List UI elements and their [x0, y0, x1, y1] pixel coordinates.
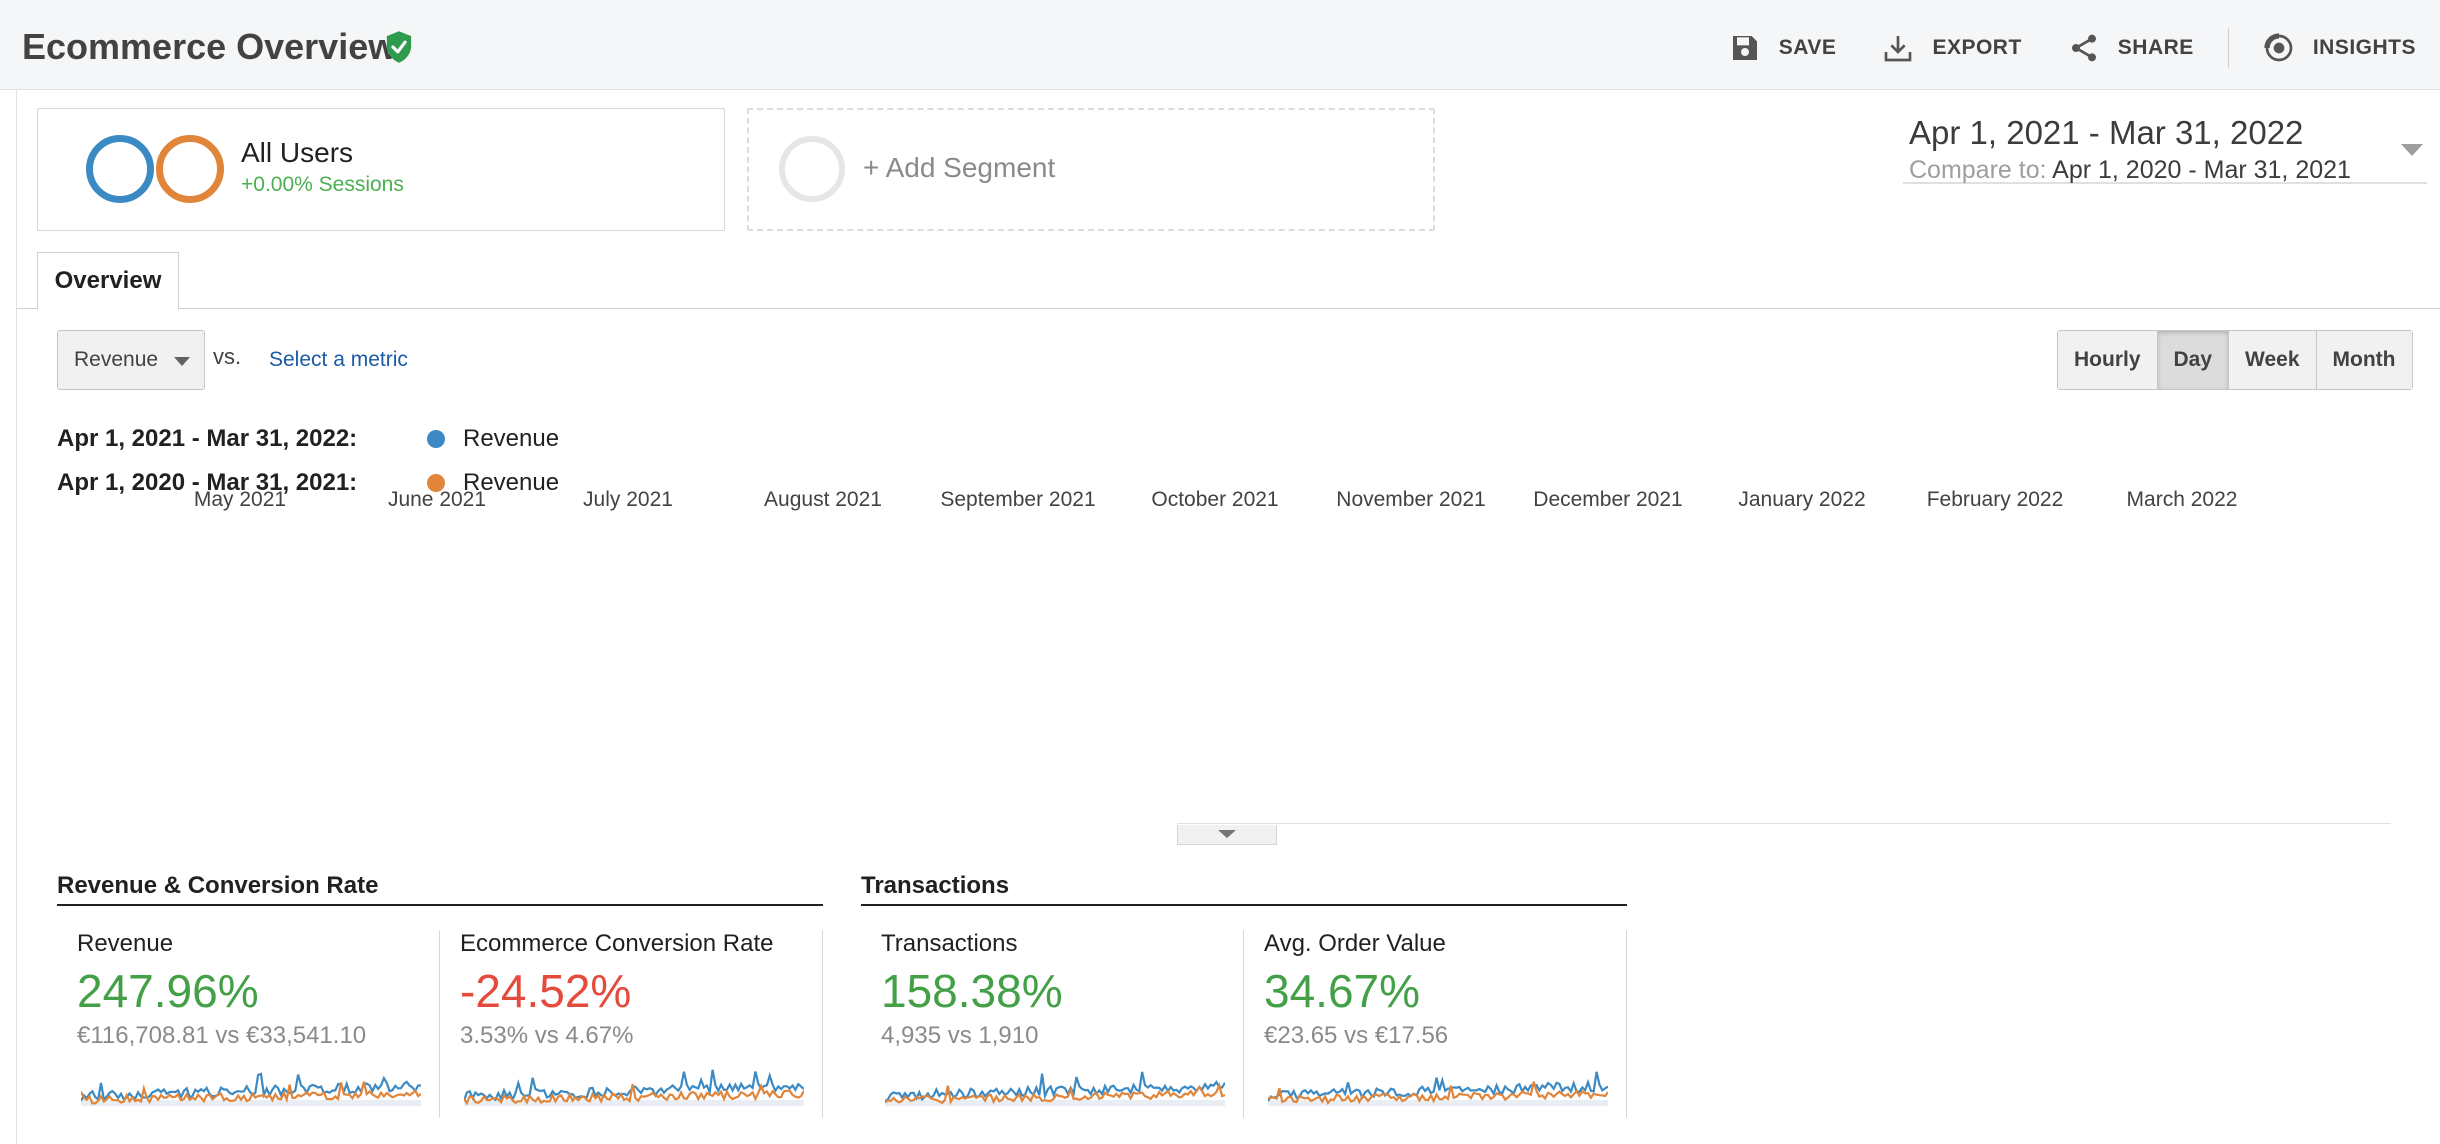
kpi-label: Avg. Order Value — [1264, 930, 1446, 957]
segment-ring-blue-icon — [86, 135, 154, 203]
chevron-down-icon — [1218, 830, 1236, 838]
legend-dot-orange — [427, 474, 445, 492]
segment-all-users[interactable]: All Users +0.00% Sessions — [37, 108, 725, 231]
verified-shield-icon — [386, 31, 412, 63]
chart-x-tick-label: February 2022 — [1927, 490, 2064, 511]
sparkline-area — [885, 1100, 1225, 1106]
chart-x-tick-label: June 2021 — [388, 490, 486, 511]
segment-name: All Users — [241, 137, 354, 168]
chart-x-tick-label: March 2022 — [2127, 490, 2238, 511]
legend-series-name: Revenue — [463, 469, 560, 496]
kpi-card-revenue[interactable]: Revenue 247.96% €116,708.81 vs €33,541.1… — [57, 930, 440, 1118]
kpi-percent-change: -24.52% — [460, 965, 632, 1017]
insights-icon — [2264, 33, 2293, 62]
insights-button[interactable]: INSIGHTS — [2263, 32, 2416, 64]
chart-x-tick-label: November 2021 — [1336, 490, 1485, 511]
kpi-percent-change: 158.38% — [881, 965, 1063, 1017]
tab-overview[interactable]: Overview — [37, 252, 179, 310]
export-icon — [1885, 36, 1912, 62]
header-bar: Ecommerce Overview SAVE EXPORT SHARE INS… — [0, 0, 2440, 90]
kpi-comparison: 4,935 vs 1,910 — [881, 1022, 1039, 1049]
granularity-hourly[interactable]: Hourly — [2058, 331, 2157, 389]
granularity-week[interactable]: Week — [2228, 331, 2316, 389]
add-segment-button[interactable]: + Add Segment — [747, 108, 1435, 231]
sparkline-series — [1268, 1071, 1608, 1102]
save-icon — [1732, 36, 1757, 60]
compare-value: Apr 1, 2020 - Mar 31, 2021 — [2052, 156, 2351, 184]
sparkline-area — [81, 1100, 421, 1106]
legend-dot-blue — [427, 430, 445, 448]
chart-baseline-extension — [1177, 823, 2391, 824]
dropdown-caret-icon — [174, 357, 190, 366]
sparkline-series — [885, 1081, 1225, 1105]
kpi-label: Ecommerce Conversion Rate — [460, 930, 774, 957]
segment-sessions-delta: +0.00% Sessions — [241, 173, 404, 196]
chevron-down-icon[interactable] — [2401, 144, 2423, 156]
empty-segment-ring-icon — [779, 136, 845, 202]
sparkline-series — [81, 1081, 421, 1105]
sparkline-series — [464, 1082, 804, 1106]
date-range-main: Apr 1, 2021 - Mar 31, 2022 — [1909, 114, 2304, 151]
export-label: EXPORT — [1932, 36, 2022, 59]
chart-legend-previous: Apr 1, 2020 - Mar 31, 2021: Revenue — [57, 467, 559, 499]
share-icon — [2071, 34, 2096, 62]
page-title: Ecommerce Overview — [22, 26, 397, 67]
vs-label: vs. — [213, 344, 242, 369]
save-button[interactable]: SAVE — [1729, 32, 1837, 64]
section-revenue-conversion: Revenue & Conversion Rate — [57, 872, 823, 906]
date-range-picker[interactable]: Apr 1, 2021 - Mar 31, 2022 Compare to: A… — [1903, 114, 2427, 184]
segment-ring-orange-icon — [156, 135, 224, 203]
kpi-sparkline — [885, 1071, 1225, 1106]
chart-x-tick-label: October 2021 — [1151, 490, 1278, 511]
kpi-sparkline — [1268, 1071, 1608, 1106]
insights-label: INSIGHTS — [2312, 36, 2416, 59]
kpi-sparkline — [464, 1069, 804, 1106]
kpi-comparison: €23.65 vs €17.56 — [1264, 1022, 1449, 1049]
kpi-label: Transactions — [881, 930, 1018, 957]
share-button[interactable]: SHARE — [2068, 32, 2194, 64]
date-range-compare: Compare to: Apr 1, 2020 - Mar 31, 2021 — [1909, 156, 2351, 185]
kpi-card-avg-order-value[interactable]: Avg. Order Value 34.67% €23.65 vs €17.56 — [1244, 930, 1627, 1118]
header-actions: SAVE EXPORT SHARE INSIGHTS — [1683, 28, 2416, 68]
kpi-label: Revenue — [77, 930, 174, 957]
chart-x-tick-label: January 2022 — [1738, 490, 1865, 511]
compare-label: Compare to: — [1909, 156, 2047, 184]
granularity-month[interactable]: Month — [2315, 331, 2412, 389]
legend-range: Apr 1, 2021 - Mar 31, 2022: — [57, 425, 358, 452]
sparkline-area — [464, 1100, 804, 1106]
metric-dropdown-value: Revenue — [74, 348, 159, 371]
kpi-comparison: 3.53% vs 4.67% — [460, 1022, 634, 1049]
kpi-comparison: €116,708.81 vs €33,541.10 — [77, 1022, 367, 1049]
kpi-sparkline — [81, 1072, 421, 1106]
chart-x-tick-label: September 2021 — [940, 490, 1095, 511]
metric-dropdown[interactable]: Revenue — [57, 330, 205, 390]
legend-range: Apr 1, 2020 - Mar 31, 2021: — [57, 469, 358, 496]
kpi-card-transactions[interactable]: Transactions 158.38% 4,935 vs 1,910 — [861, 930, 1244, 1118]
tab-divider — [17, 308, 2440, 309]
granularity-day[interactable]: Day — [2156, 331, 2229, 389]
report-content: All Users +0.00% Sessions + Add Segment … — [16, 90, 2440, 1144]
kpi-card-conversion-rate[interactable]: Ecommerce Conversion Rate -24.52% 3.53% … — [440, 930, 823, 1118]
chart-legend-current: Apr 1, 2021 - Mar 31, 2022: Revenue — [57, 423, 559, 455]
export-button[interactable]: EXPORT — [1882, 32, 2021, 64]
chart-x-tick-label: May 2021 — [194, 490, 286, 511]
chart-x-tick-label: July 2021 — [583, 490, 673, 511]
section-transactions: Transactions — [861, 872, 1627, 906]
granularity-toggle: Hourly Day Week Month — [2057, 330, 2413, 390]
header-divider — [2227, 28, 2229, 68]
collapse-chart-handle[interactable] — [1177, 825, 1277, 845]
sparkline-area — [1268, 1100, 1608, 1106]
legend-series-name: Revenue — [463, 425, 560, 452]
add-segment-label: + Add Segment — [863, 152, 1056, 183]
share-label: SHARE — [2117, 36, 2194, 59]
chart-x-tick-label: December 2021 — [1533, 490, 1682, 511]
save-label: SAVE — [1778, 36, 1837, 59]
kpi-percent-change: 34.67% — [1264, 965, 1421, 1017]
chart-x-tick-label: August 2021 — [764, 490, 882, 511]
kpi-percent-change: 247.96% — [77, 965, 259, 1017]
sparkline-series — [1268, 1081, 1608, 1105]
select-metric-link[interactable]: Select a metric — [269, 348, 408, 371]
